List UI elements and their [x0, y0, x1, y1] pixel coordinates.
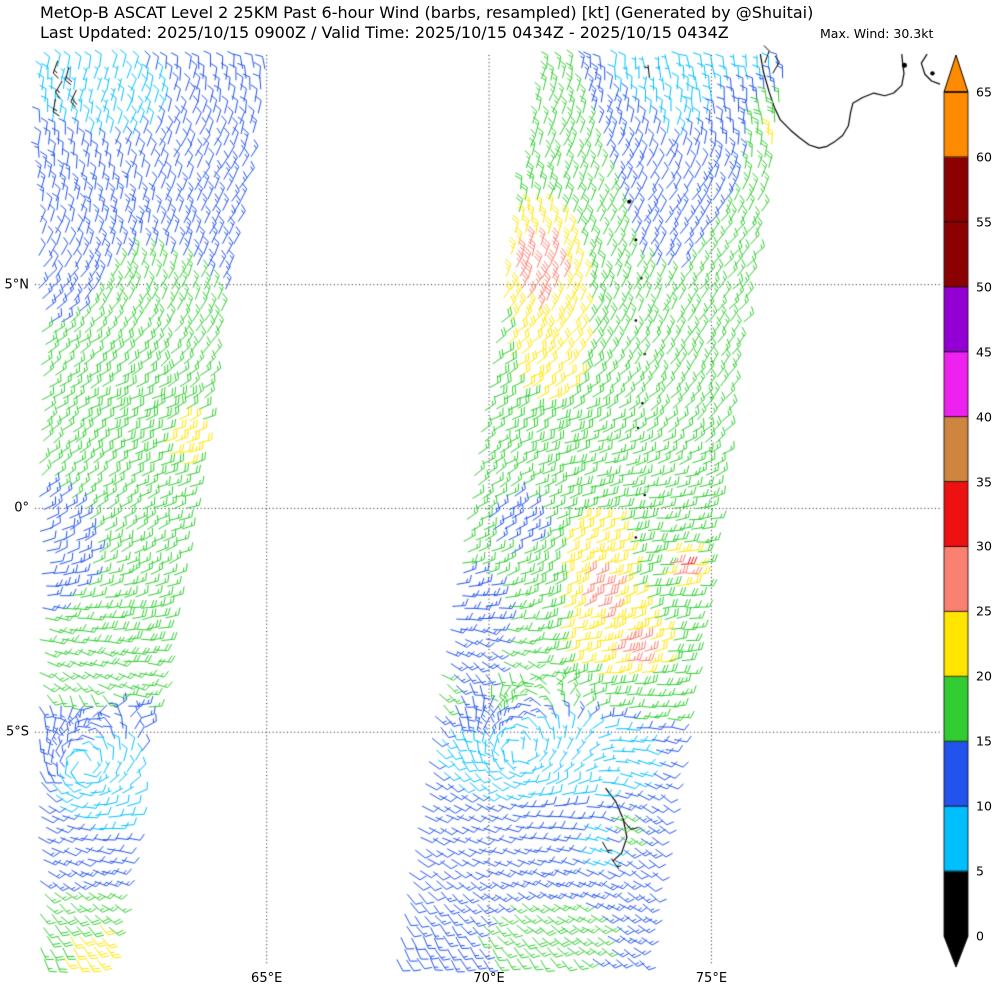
colorbar-tick-label: 60 — [976, 149, 992, 165]
colorbar-tick-label: 55 — [976, 214, 992, 230]
x-axis-label: 70°E — [473, 971, 505, 986]
colorbar-tick-label: 20 — [976, 668, 992, 684]
colorbar-tick-label: 50 — [976, 279, 992, 295]
colorbar-tick-label: 25 — [976, 603, 992, 619]
max-wind-label: Max. Wind: 30.3kt — [820, 26, 934, 41]
y-axis-label: 0° — [14, 500, 29, 516]
page-title: MetOp-B ASCAT Level 2 25KM Past 6-hour W… — [40, 3, 814, 22]
colorbar-tick-label: 45 — [976, 344, 992, 360]
y-axis-label: 5°S — [5, 724, 29, 740]
y-axis-label: 5°N — [4, 277, 30, 293]
x-axis-label: 65°E — [251, 971, 283, 986]
colorbar-tick-label: 0 — [976, 928, 984, 944]
x-axis-label: 75°E — [695, 971, 728, 986]
page-subtitle: Last Updated: 2025/10/15 0900Z / Valid T… — [40, 23, 729, 42]
colorbar-tick-label: 10 — [976, 798, 992, 814]
colorbar-tick-label: 40 — [976, 409, 992, 425]
colorbar-tick-label: 15 — [976, 733, 992, 749]
colorbar-tick-label: 65 — [976, 84, 992, 100]
colorbar-tick-label: 5 — [976, 863, 984, 879]
colorbar-tick-label: 30 — [976, 538, 992, 554]
colorbar-tick-label: 35 — [976, 474, 992, 490]
